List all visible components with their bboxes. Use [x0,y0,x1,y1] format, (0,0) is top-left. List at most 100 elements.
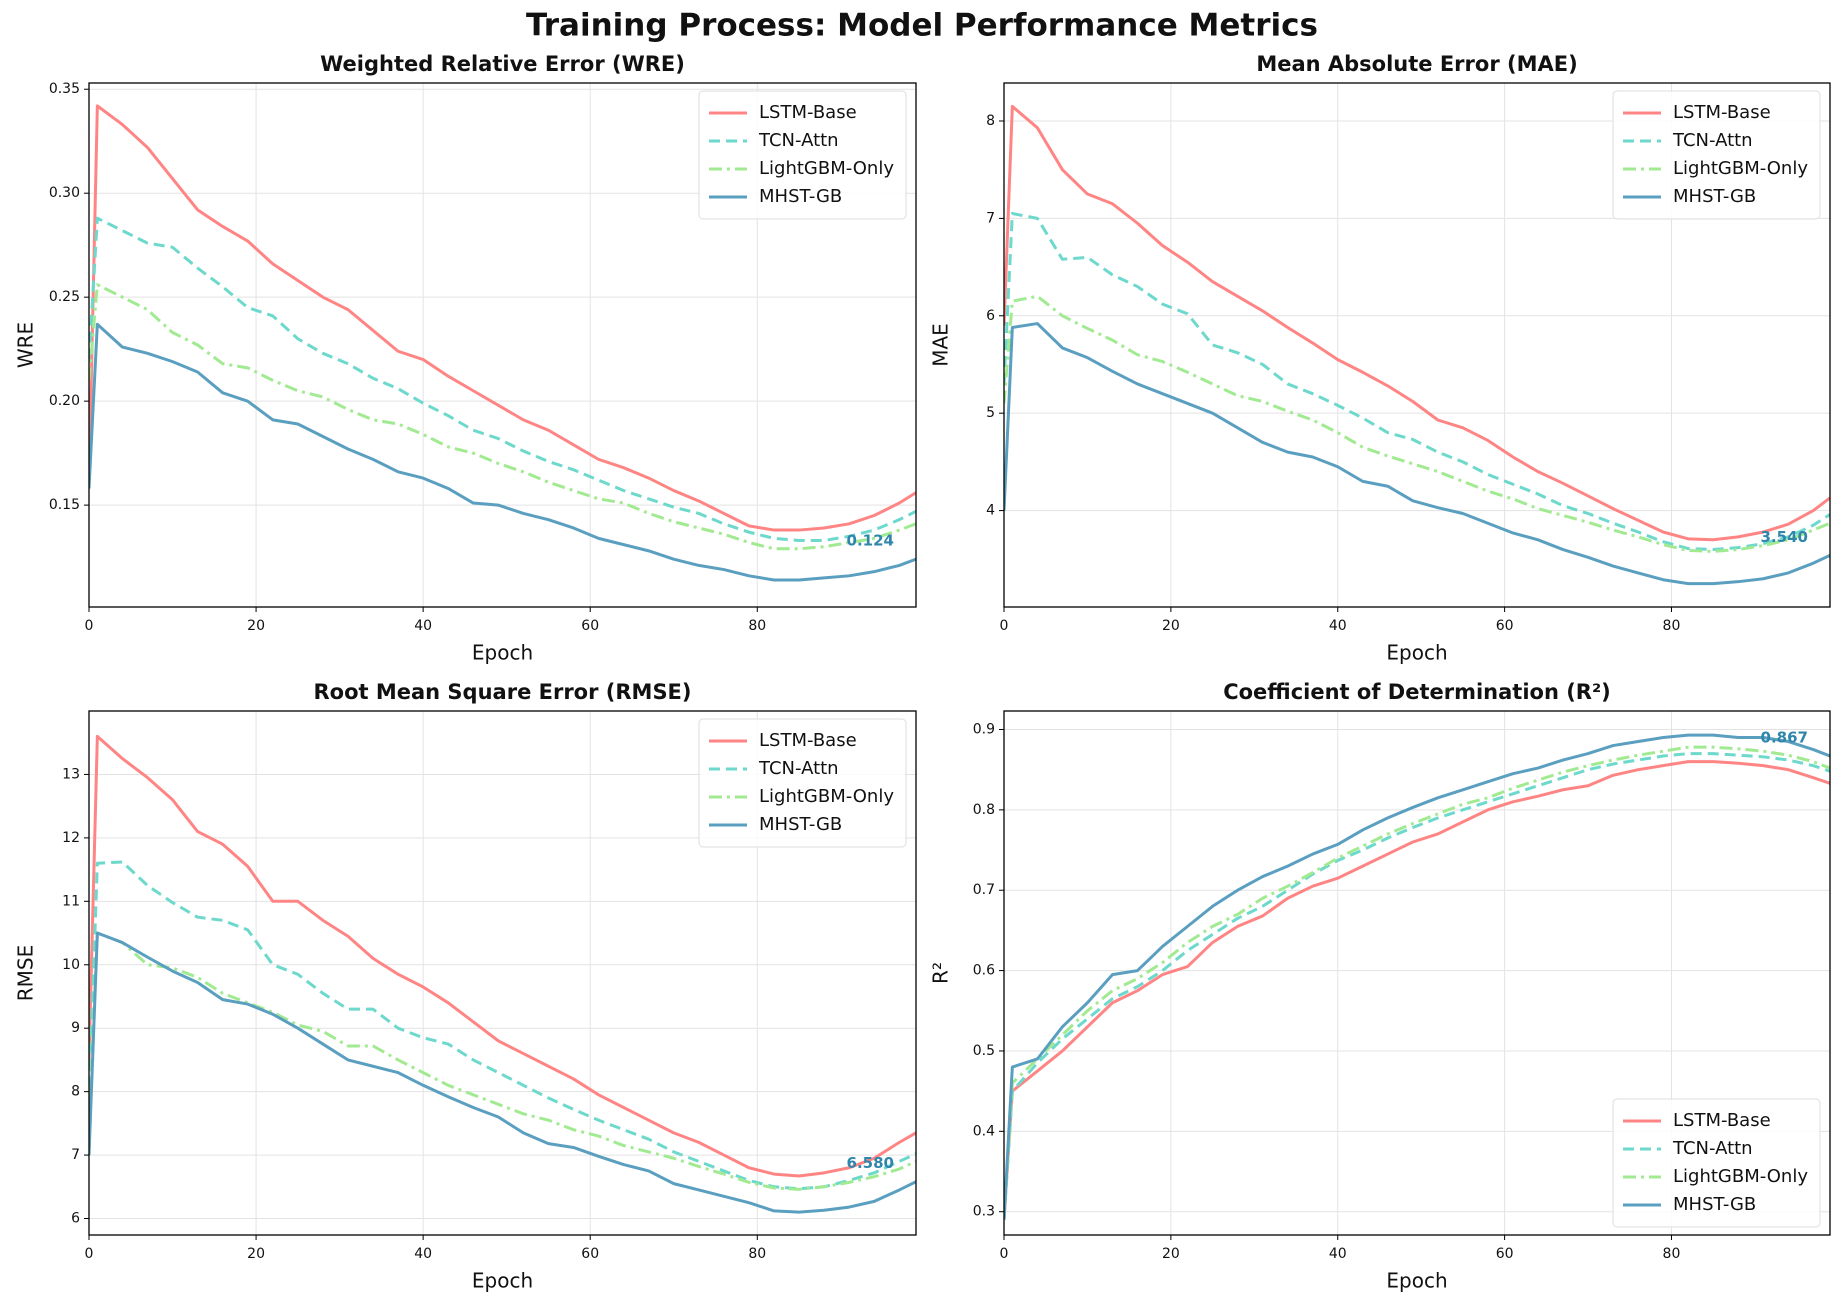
x-tick-label: 60 [1496,618,1514,634]
annotation: 0.867 [1761,729,1808,747]
y-tick-label: 8 [71,1084,80,1100]
x-tick-label: 0 [85,1246,94,1262]
series-line [89,734,916,1178]
x-tick-label: 0 [85,618,94,634]
subplot-title: Root Mean Square Error (RMSE) [313,680,691,704]
y-tick-label: 10 [62,957,80,973]
x-tick-label: 80 [748,618,766,634]
series-line [89,860,916,1191]
x-tick-label: 40 [1329,618,1347,634]
x-axis-label: Epoch [1386,641,1447,665]
y-tick-label: 0.30 [49,185,80,201]
series-line [1004,733,1830,1220]
y-tick-label: 0.15 [49,497,80,513]
y-tick-label: 0.6 [973,963,995,979]
legend: LSTM-Base TCN-Attn LightGBM-Only MHST-GB [1612,1098,1821,1228]
y-tick-label: 12 [62,830,80,846]
legend-label: LSTM-Base [759,730,857,751]
legend-box [1612,1098,1821,1228]
series-line [1004,294,1830,553]
y-tick-label: 11 [62,893,80,909]
x-tick-label: 20 [247,618,265,634]
x-tick-label: 20 [247,1246,265,1262]
plot-frame [1003,82,1831,608]
x-axis-label: Epoch [1386,1269,1447,1293]
y-tick-label: 0.25 [49,289,80,305]
y-tick-label: 0.9 [973,721,995,737]
y-tick-label: 8 [986,113,995,129]
subplot: 0 20 40 60 80 0.3 0.4 0.5 0.6 0.7 0.8 0.9 Coefficien… [929,680,1831,1293]
legend-label: LightGBM-Only [759,158,894,179]
legend-label: LightGBM-Only [1673,158,1808,179]
legend-label: MHST-GB [759,814,842,835]
y-tick-label: 7 [71,1147,80,1163]
legend-label: MHST-GB [759,186,842,207]
y-tick-label: 7 [986,210,995,226]
legend-label: TCN-Attn [758,758,839,779]
x-tick-label: 20 [1162,1246,1180,1262]
x-tick-label: 60 [581,1246,599,1262]
y-tick-label: 0.20 [49,393,80,409]
subplot-title: Weighted Relative Error (WRE) [320,52,685,76]
legend: LSTM-Base TCN-Attn LightGBM-Only MHST-GB [698,90,907,220]
series-line [89,322,916,582]
subplot: 0 20 40 60 80 6 7 8 9 10 11 12 13 Root Mean Square Er… [14,680,917,1293]
y-tick-label: 6 [986,308,995,324]
series-line [1004,322,1830,586]
y-tick-label: 0.8 [973,802,995,818]
y-tick-label: 13 [62,766,80,782]
x-tick-label: 40 [1329,1246,1347,1262]
plot-frame [88,710,917,1236]
x-tick-label: 60 [1496,1246,1514,1262]
legend-label: MHST-GB [1673,1194,1756,1215]
subplot-title: Mean Absolute Error (MAE) [1256,52,1577,76]
legend-label: LSTM-Base [759,102,857,123]
legend-label: MHST-GB [1673,186,1756,207]
figure-title: Training Process: Model Performance Metr… [526,8,1318,44]
annotation: 0.124 [847,532,894,550]
legend: LSTM-Base TCN-Attn LightGBM-Only MHST-GB [698,718,907,848]
x-axis-label: Epoch [472,641,533,665]
legend-label: LSTM-Base [1673,1110,1771,1131]
series-line [1004,745,1830,1220]
series-line [89,104,916,532]
annotation: 6.580 [847,1154,894,1172]
x-axis-label: Epoch [472,1269,533,1293]
legend-label: TCN-Attn [1672,1138,1753,1159]
plot-frame [1003,710,1831,1236]
plot-frame [88,82,917,608]
x-tick-label: 80 [1663,618,1681,634]
series-line [1004,212,1830,552]
y-tick-label: 0.5 [973,1043,995,1059]
legend-label: TCN-Attn [1672,130,1753,151]
series-line [89,283,916,551]
y-axis-label: RMSE [14,945,38,1001]
series-line [89,216,916,542]
series-line [1004,752,1830,1220]
x-tick-label: 0 [1000,1246,1009,1262]
x-tick-label: 40 [414,1246,432,1262]
x-tick-label: 40 [414,618,432,634]
subplot: 0 20 40 60 80 0.15 0.20 0.25 0.30 0.35 Weighted Re… [14,52,917,665]
y-tick-label: 0.3 [973,1204,995,1220]
y-tick-label: 0.4 [973,1123,995,1139]
y-tick-label: 0.7 [973,882,995,898]
y-tick-label: 5 [986,405,995,421]
x-tick-label: 60 [581,618,599,634]
series-line [1004,104,1830,542]
y-axis-label: MAE [929,323,953,367]
legend-box [1612,90,1821,220]
y-tick-label: 6 [71,1211,80,1227]
y-axis-label: WRE [14,322,38,368]
y-tick-label: 0.35 [49,81,80,97]
subplot-title: Coefficient of Determination (R²) [1223,680,1611,704]
legend-box [698,90,907,220]
legend: LSTM-Base TCN-Attn LightGBM-Only MHST-GB [1612,90,1821,220]
annotation: 3.540 [1761,528,1808,546]
series-line [1004,760,1830,1220]
subplot: 0 20 40 60 80 4 5 6 7 8 Mean Absolute Error (MAE) E… [929,52,1831,665]
x-tick-label: 20 [1162,618,1180,634]
x-tick-label: 80 [748,1246,766,1262]
y-axis-label: R² [929,962,953,984]
